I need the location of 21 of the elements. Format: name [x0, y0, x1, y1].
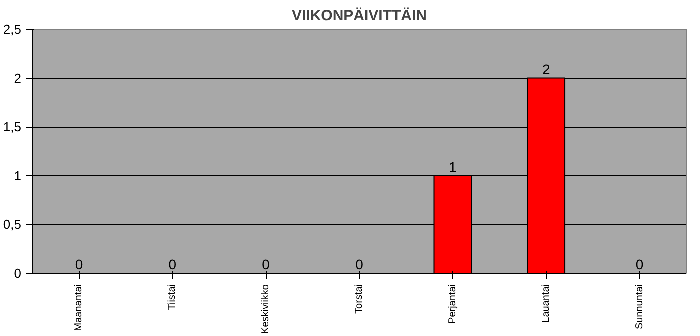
x-tick-label: Sunnuntai	[634, 284, 646, 330]
y-tick-label: 1	[14, 168, 22, 184]
y-tick-label: 0	[14, 266, 22, 281]
y-tick-label: 2,5	[3, 22, 22, 37]
y-tick-label: 0,5	[3, 217, 22, 232]
y-tick-label: 1,5	[3, 120, 22, 135]
y-tick-label: 2	[14, 70, 22, 86]
x-tick-label: Maanantai	[74, 284, 85, 332]
data-label: 0	[262, 256, 270, 272]
x-tick-label: Tiistai	[167, 284, 178, 310]
data-label: 0	[168, 256, 177, 272]
data-label: 1	[449, 158, 458, 175]
data-label: 0	[75, 256, 84, 272]
data-label: 2	[542, 61, 550, 78]
data-label: 0	[356, 256, 364, 272]
data-label: 0	[636, 256, 644, 272]
chart-title: VIIKONPÄIVITTÄIN	[292, 8, 428, 24]
x-tick-label: Perjantai	[447, 284, 458, 324]
x-tick-label: Keskiviikko	[260, 284, 272, 334]
x-tick-label: Torstai	[354, 284, 365, 314]
x-tick-label: Lauantai	[540, 284, 552, 323]
